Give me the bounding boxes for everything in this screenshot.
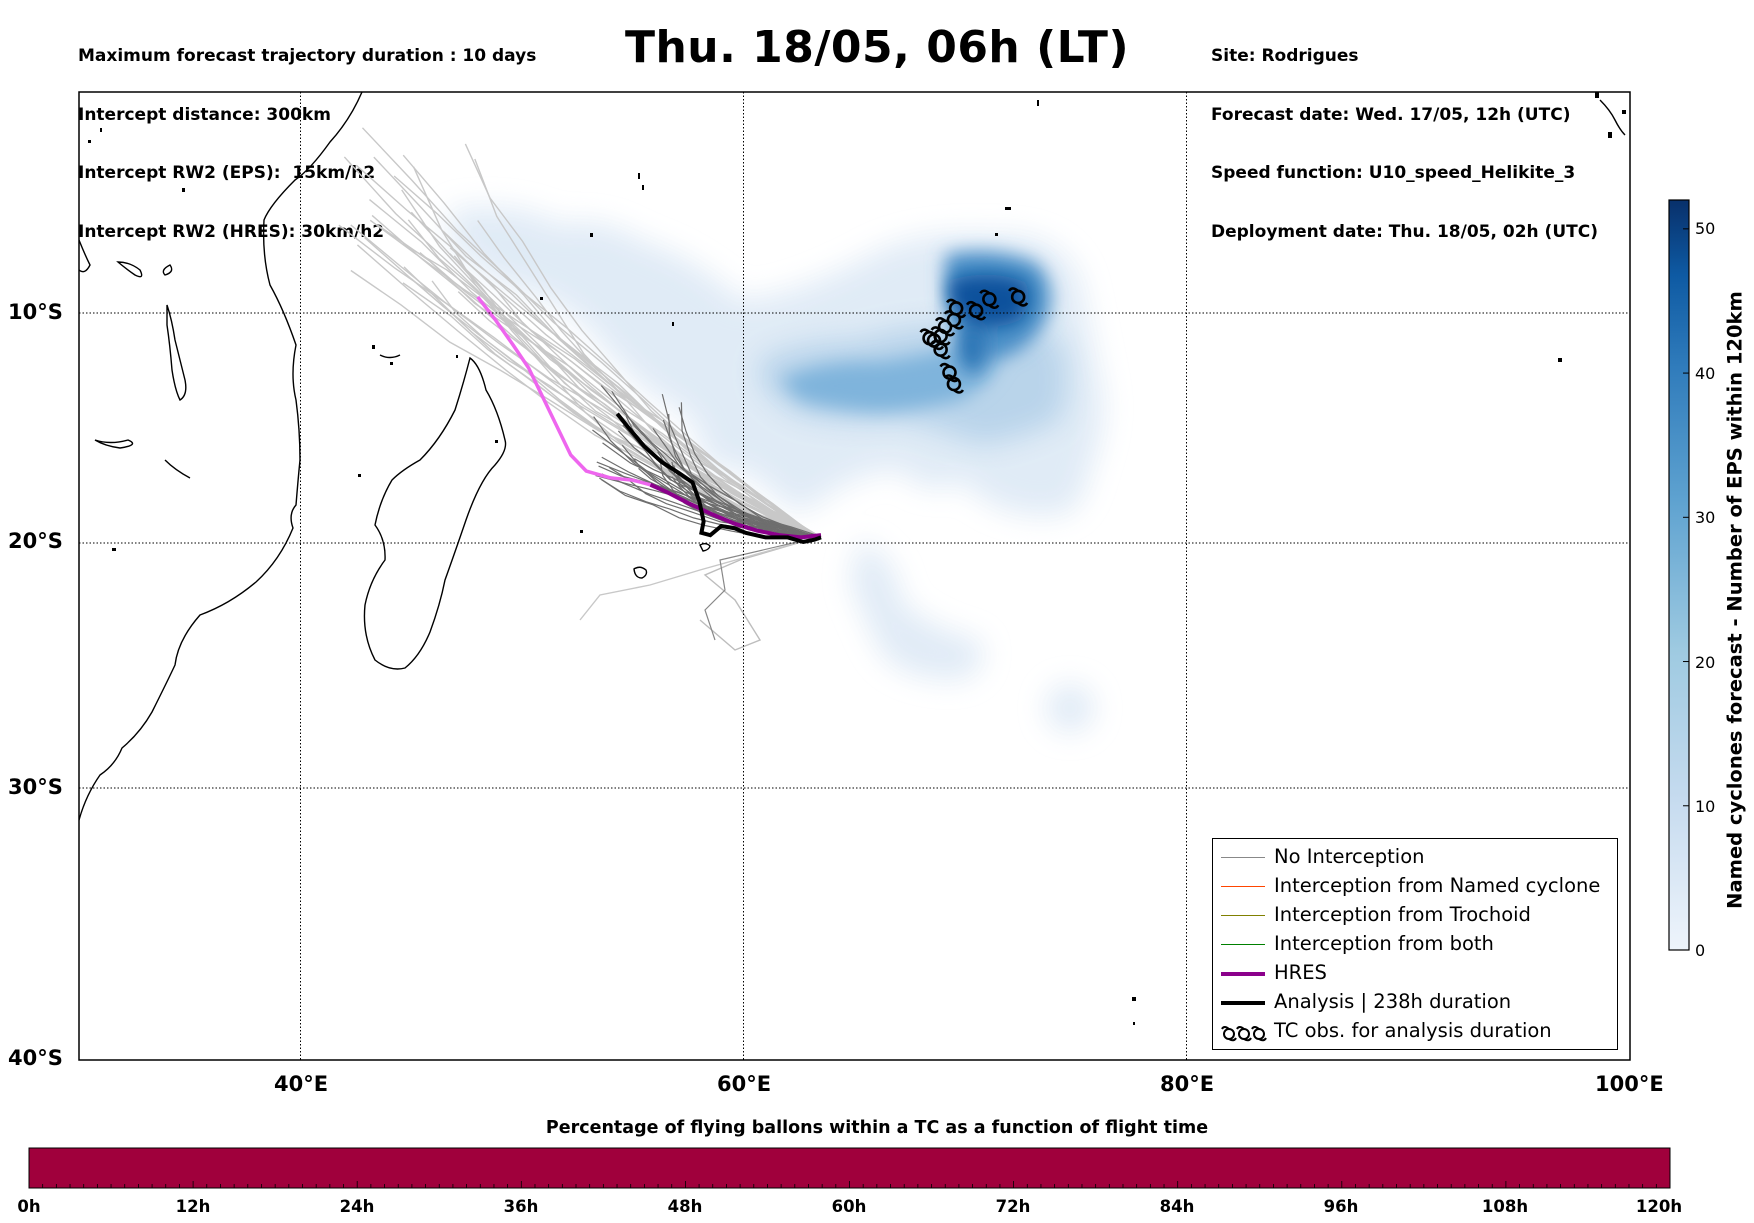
legend-swatch-named-cyclone — [1221, 886, 1265, 887]
ensemble-track — [680, 402, 819, 538]
legend-swatch-hres — [1221, 972, 1265, 976]
tc-observation — [1008, 287, 1029, 307]
site-line: Site: Rodrigues — [1211, 46, 1359, 66]
colorbar-label: Named cyclones forecast - Number of EPS … — [1723, 291, 1747, 909]
tc-observation — [930, 339, 951, 360]
ensemble-track — [704, 536, 817, 641]
legend-swatch-no-interception — [1221, 857, 1265, 858]
ensemble-track — [579, 536, 817, 621]
ensemble-track — [402, 243, 817, 536]
flight-time-tick: 12h — [175, 1197, 211, 1216]
map-frame — [78, 91, 1631, 1061]
reunion-coastline — [699, 543, 711, 552]
legend-label: No Interception — [1274, 845, 1425, 868]
site-line: Speed function: U10_speed_Helikite_3 — [1211, 163, 1576, 183]
legend-item: Analysis | 238h duration — [1213, 990, 1613, 1016]
gridlines — [79, 92, 1630, 1060]
colorbar-tick: 20 — [1695, 653, 1716, 672]
site-line: Deployment date: Thu. 18/05, 02h (UTC) — [1211, 221, 1598, 242]
mauritius-coastline — [633, 566, 648, 579]
flight-time-tick: 36h — [503, 1197, 539, 1216]
density-field — [450, 207, 1104, 732]
legend-swatch-both — [1221, 944, 1265, 945]
site-info: Site: Rodrigues Forecast date: Wed. 17/0… — [1211, 8, 1598, 262]
lon-label: 80°E — [1160, 1072, 1215, 1096]
forecast-parameters: Maximum forecast trajectory duration : 1… — [78, 8, 536, 262]
colorbar — [1668, 199, 1690, 951]
legend-swatch-trochoid — [1221, 915, 1265, 916]
site-line: Forecast date: Wed. 17/05, 12h (UTC) — [1211, 104, 1571, 125]
legend: No Interception Interception from Named … — [1212, 838, 1618, 1050]
ensemble-track — [611, 390, 816, 538]
lat-label: 40°S — [8, 1046, 63, 1070]
colorbar-tick: 10 — [1695, 797, 1716, 816]
legend-item: HRES — [1213, 961, 1613, 987]
ensemble-track — [350, 269, 817, 537]
tc-observations — [919, 287, 1029, 394]
lon-label: 60°E — [717, 1072, 772, 1096]
colorbar-gradient — [1668, 199, 1690, 951]
legend-label: HRES — [1274, 961, 1327, 984]
tc-observation — [979, 289, 1000, 310]
lat-label: 20°S — [8, 529, 63, 553]
legend-item: No Interception — [1213, 845, 1613, 871]
map-title: Thu. 18/05, 06h (LT) — [624, 22, 1130, 73]
legend-label: Interception from Trochoid — [1274, 903, 1531, 926]
africa-coastline — [79, 92, 363, 821]
hres-track — [476, 295, 667, 494]
flight-time-tick: 48h — [667, 1197, 703, 1216]
ensemble-track — [602, 442, 817, 537]
ensemble-track — [401, 189, 817, 536]
legend-label: TC obs. for analysis duration — [1274, 1019, 1552, 1042]
colorbar-tick: 40 — [1695, 364, 1716, 383]
tc-observation — [943, 374, 965, 394]
colorbar-tick: 30 — [1695, 508, 1716, 527]
param-line: Maximum forecast trajectory duration : 1… — [78, 46, 537, 66]
flight-time-tick: 120h — [1635, 1197, 1683, 1216]
coastlines — [79, 92, 1626, 821]
flight-time-tick: 24h — [339, 1197, 375, 1216]
cyclone-symbols-icon — [1221, 1026, 1267, 1042]
tc-observation — [965, 300, 987, 321]
colorbar-tick: 0 — [1695, 941, 1706, 960]
flight-time-bar-title: Percentage of flying ballons within a TC… — [545, 1118, 1209, 1138]
flight-time-tick: 108h — [1481, 1197, 1529, 1216]
ensemble-track — [373, 156, 819, 540]
hres-track-late — [649, 482, 822, 540]
legend-item: Interception from Trochoid — [1213, 903, 1613, 929]
lon-label: 40°E — [274, 1072, 329, 1096]
analysis-track — [615, 412, 822, 545]
colorbar-tick: 50 — [1695, 219, 1716, 238]
flight-time-tick: 60h — [831, 1197, 867, 1216]
legend-item: TC obs. for analysis duration — [1213, 1019, 1613, 1045]
ensemble-track — [699, 536, 817, 651]
ensemble-track — [431, 280, 817, 537]
legend-item: Interception from Named cyclone — [1213, 874, 1613, 900]
flight-time-tick: 84h — [1159, 1197, 1195, 1216]
small-islands — [88, 92, 1626, 1025]
lat-label: 10°S — [8, 300, 63, 324]
madagascar-coastline — [363, 356, 507, 670]
flight-time-tick: 96h — [1323, 1197, 1359, 1216]
ensemble-track — [369, 199, 818, 536]
legend-swatch-analysis — [1221, 1001, 1265, 1005]
legend-item: Interception from both — [1213, 932, 1613, 958]
param-line: Intercept distance: 300km — [78, 104, 331, 125]
lon-label: 100°E — [1595, 1072, 1664, 1096]
flight-time-tick: 0h — [17, 1197, 41, 1216]
legend-label: Analysis | 238h duration — [1274, 990, 1512, 1013]
ensemble-track — [338, 224, 818, 541]
ensemble-track — [608, 466, 817, 540]
ensemble-track — [449, 247, 817, 538]
legend-label: Interception from Named cyclone — [1274, 874, 1601, 897]
lat-label: 30°S — [8, 775, 63, 799]
flight-time-tick: 72h — [995, 1197, 1031, 1216]
tc-observation — [943, 310, 965, 330]
ensemble-track — [595, 474, 818, 537]
legend-label: Interception from both — [1274, 932, 1494, 955]
